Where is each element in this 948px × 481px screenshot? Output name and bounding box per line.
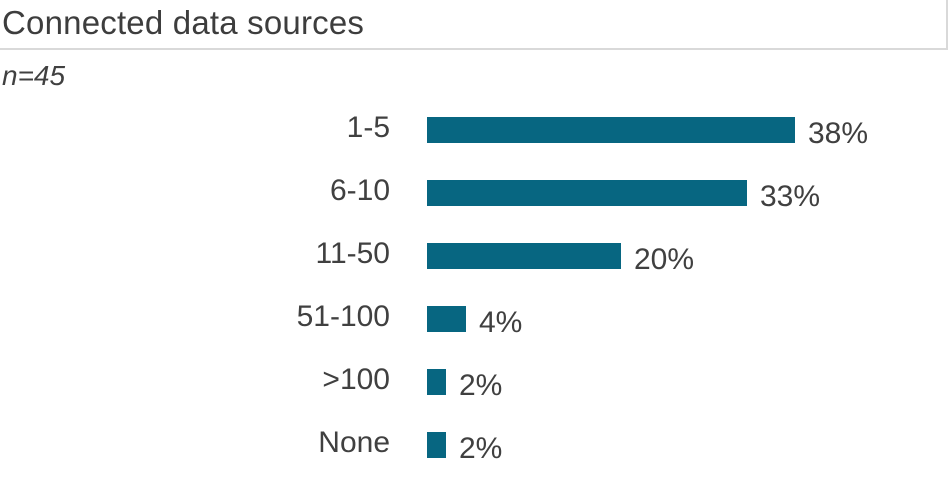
value-label: 2% xyxy=(459,368,503,402)
category-label: 51-100 xyxy=(296,299,390,333)
bar xyxy=(427,431,446,458)
title-underline xyxy=(0,48,948,50)
value-label: 38% xyxy=(808,116,869,150)
chart-row: 51-100 4% xyxy=(0,287,948,350)
bar-area: 2% xyxy=(427,428,502,465)
bar-area: 20% xyxy=(427,239,694,276)
sample-size-label: n=45 xyxy=(2,60,66,91)
bar-chart: 1-5 38% 6-10 33% 11-50 20% 51-100 4% >100 2% None 2… xyxy=(0,98,948,476)
category-label: None xyxy=(318,425,390,459)
bar-area: 33% xyxy=(427,176,820,213)
category-label: 1-5 xyxy=(346,110,390,144)
category-label: >100 xyxy=(322,362,390,396)
bar xyxy=(427,179,747,206)
bar xyxy=(427,368,446,395)
chart-row: None 2% xyxy=(0,413,948,476)
value-label: 33% xyxy=(760,179,821,213)
chart-row: 1-5 38% xyxy=(0,98,948,161)
page-title: Connected data sources xyxy=(2,4,365,41)
value-label: 4% xyxy=(479,305,523,339)
bar-area: 2% xyxy=(427,365,502,402)
right-edge-border xyxy=(946,0,948,50)
bar-area: 4% xyxy=(427,302,522,339)
value-label: 20% xyxy=(634,242,695,276)
chart-row: 6-10 33% xyxy=(0,161,948,224)
category-label: 11-50 xyxy=(315,236,390,270)
bar-area: 38% xyxy=(427,113,868,150)
chart-row: >100 2% xyxy=(0,350,948,413)
category-label: 6-10 xyxy=(329,173,390,207)
bar xyxy=(427,305,466,332)
bar xyxy=(427,116,795,143)
value-label: 2% xyxy=(459,431,503,465)
bar xyxy=(427,242,621,269)
chart-row: 11-50 20% xyxy=(0,224,948,287)
